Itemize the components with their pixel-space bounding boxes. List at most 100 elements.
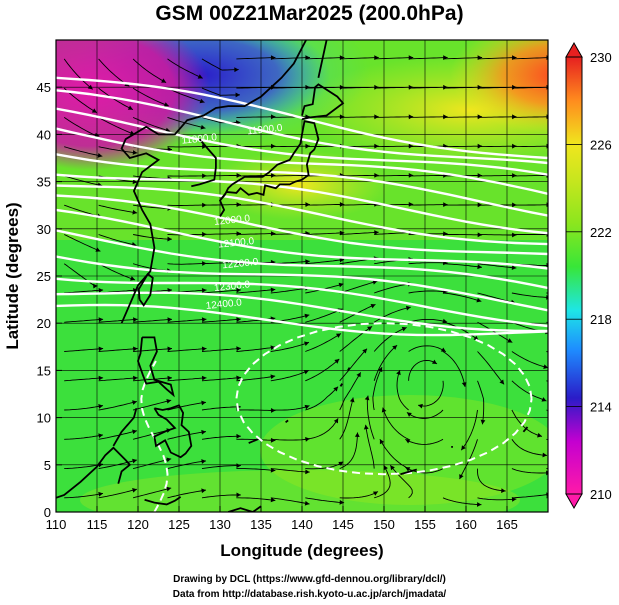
streamline-7 <box>64 289 104 294</box>
streamline-101 <box>270 341 310 352</box>
colorbar-tick-label: 226 <box>590 137 612 152</box>
x-axis-label: Longitude (degrees) <box>220 541 383 560</box>
streamline-215 <box>511 292 548 298</box>
streamline-arrow-222 <box>546 84 548 90</box>
streamline-arrow-178 <box>405 439 411 444</box>
streamline-46 <box>132 87 169 107</box>
streamline-arrow-117 <box>335 333 341 338</box>
streamline-68 <box>201 377 241 382</box>
streamline-21 <box>98 348 138 352</box>
streamline-arrow-18 <box>132 429 137 435</box>
streamline-87 <box>236 288 276 294</box>
streamline-175 <box>408 57 448 60</box>
streamline-97 <box>270 468 310 473</box>
streamline-11 <box>64 175 103 187</box>
streamline-arrow-0 <box>98 491 104 497</box>
streamline-132 <box>339 348 368 382</box>
coastline-5 <box>137 272 154 307</box>
streamline-arrow-75 <box>236 173 241 178</box>
streamline-arrow-128 <box>372 491 378 496</box>
streamline-arrow-146 <box>364 395 370 401</box>
streamline-146 <box>366 395 375 440</box>
streamline-arrow-170 <box>443 202 448 208</box>
streamline-139 <box>339 174 379 177</box>
streamline-arrow-179 <box>406 412 412 417</box>
streamline-148 <box>373 344 398 381</box>
streamline-167 <box>408 290 448 294</box>
streamline-arrow-140 <box>374 143 379 149</box>
streamline-182 <box>442 321 479 341</box>
height-contour-13 <box>56 303 548 337</box>
streamline-188 <box>442 145 483 148</box>
streamline-3 <box>64 405 104 411</box>
streamline-84 <box>236 375 276 382</box>
x-tick-label: 140 <box>291 517 313 532</box>
streamline-35 <box>133 399 172 411</box>
streamline-37 <box>133 348 173 352</box>
coastline-9 <box>56 446 132 499</box>
streamline-arrow-68 <box>236 375 241 381</box>
streamline-arrow-155 <box>408 172 414 178</box>
streamline-105 <box>270 232 310 235</box>
streamline-arrow-144 <box>383 465 388 471</box>
streamline-arrow-102 <box>304 313 310 319</box>
streamline-12 <box>64 146 103 157</box>
coastline-2 <box>218 120 320 217</box>
streamline-29 <box>98 117 135 135</box>
streamline-117 <box>305 333 342 352</box>
streamline-arrow-66 <box>236 433 241 439</box>
contour-label-6: 12400.0 <box>205 297 243 312</box>
streamline-162 <box>382 407 409 440</box>
streamline-arrow-221 <box>546 114 548 120</box>
x-tick-label: 160 <box>455 517 477 532</box>
streamline-arrow-65 <box>236 463 241 468</box>
streamline-arrow-20 <box>133 375 138 381</box>
streamline-arrow-122 <box>339 202 345 207</box>
streamline-arrow-210 <box>542 452 548 458</box>
streamline-arrow-35 <box>166 398 172 404</box>
coastline-0 <box>120 40 307 324</box>
streamline-191 <box>442 57 483 60</box>
streamline-122 <box>305 203 345 206</box>
streamline-arrow-160 <box>390 465 395 471</box>
streamline-160 <box>389 465 413 499</box>
streamline-218 <box>511 204 548 206</box>
streamline-arrow-44 <box>167 146 173 152</box>
streamline-221 <box>511 116 548 118</box>
streamline-184 <box>442 263 482 268</box>
streamline-100 <box>270 369 309 382</box>
streamline-arrow-46 <box>163 102 169 107</box>
x-axis-ticks: 110 115 120 125 130 135 140 145 150 155 160 165 <box>46 506 518 532</box>
streamline-156 <box>374 145 414 148</box>
streamline-arrow-21 <box>133 346 138 352</box>
streamline-150 <box>373 306 411 323</box>
y-tick-label: 5 <box>44 458 51 473</box>
streamline-178 <box>405 438 444 445</box>
streamline-arrow-28 <box>132 150 138 155</box>
streamline-138 <box>339 203 379 206</box>
height-contour-3 <box>56 127 548 195</box>
height-contours <box>56 76 548 512</box>
streamline-arrow-135 <box>372 280 378 285</box>
y-tick-label: 40 <box>37 127 51 142</box>
streamline-arrow-119 <box>338 282 344 288</box>
streamline-arrow-9 <box>95 247 101 252</box>
height-contour-4 <box>56 153 548 217</box>
streamline-19 <box>98 401 138 411</box>
streamline-130 <box>339 397 354 440</box>
streamline-98 <box>270 438 310 441</box>
streamline-181 <box>442 351 466 387</box>
streamline-141 <box>339 116 379 118</box>
streamline-26 <box>98 204 138 214</box>
streamline-arrow-195 <box>461 445 466 451</box>
streamline-arrow-113 <box>338 461 344 467</box>
streamline-56 <box>167 262 207 265</box>
streamline-arrow-52 <box>201 375 207 381</box>
streamline-127 <box>305 57 345 60</box>
streamline-192 <box>477 497 517 501</box>
streamline-66 <box>201 435 241 440</box>
streamline-64 <box>201 494 241 499</box>
streamline-arrow-85 <box>270 345 276 351</box>
streamline-9 <box>64 234 101 252</box>
